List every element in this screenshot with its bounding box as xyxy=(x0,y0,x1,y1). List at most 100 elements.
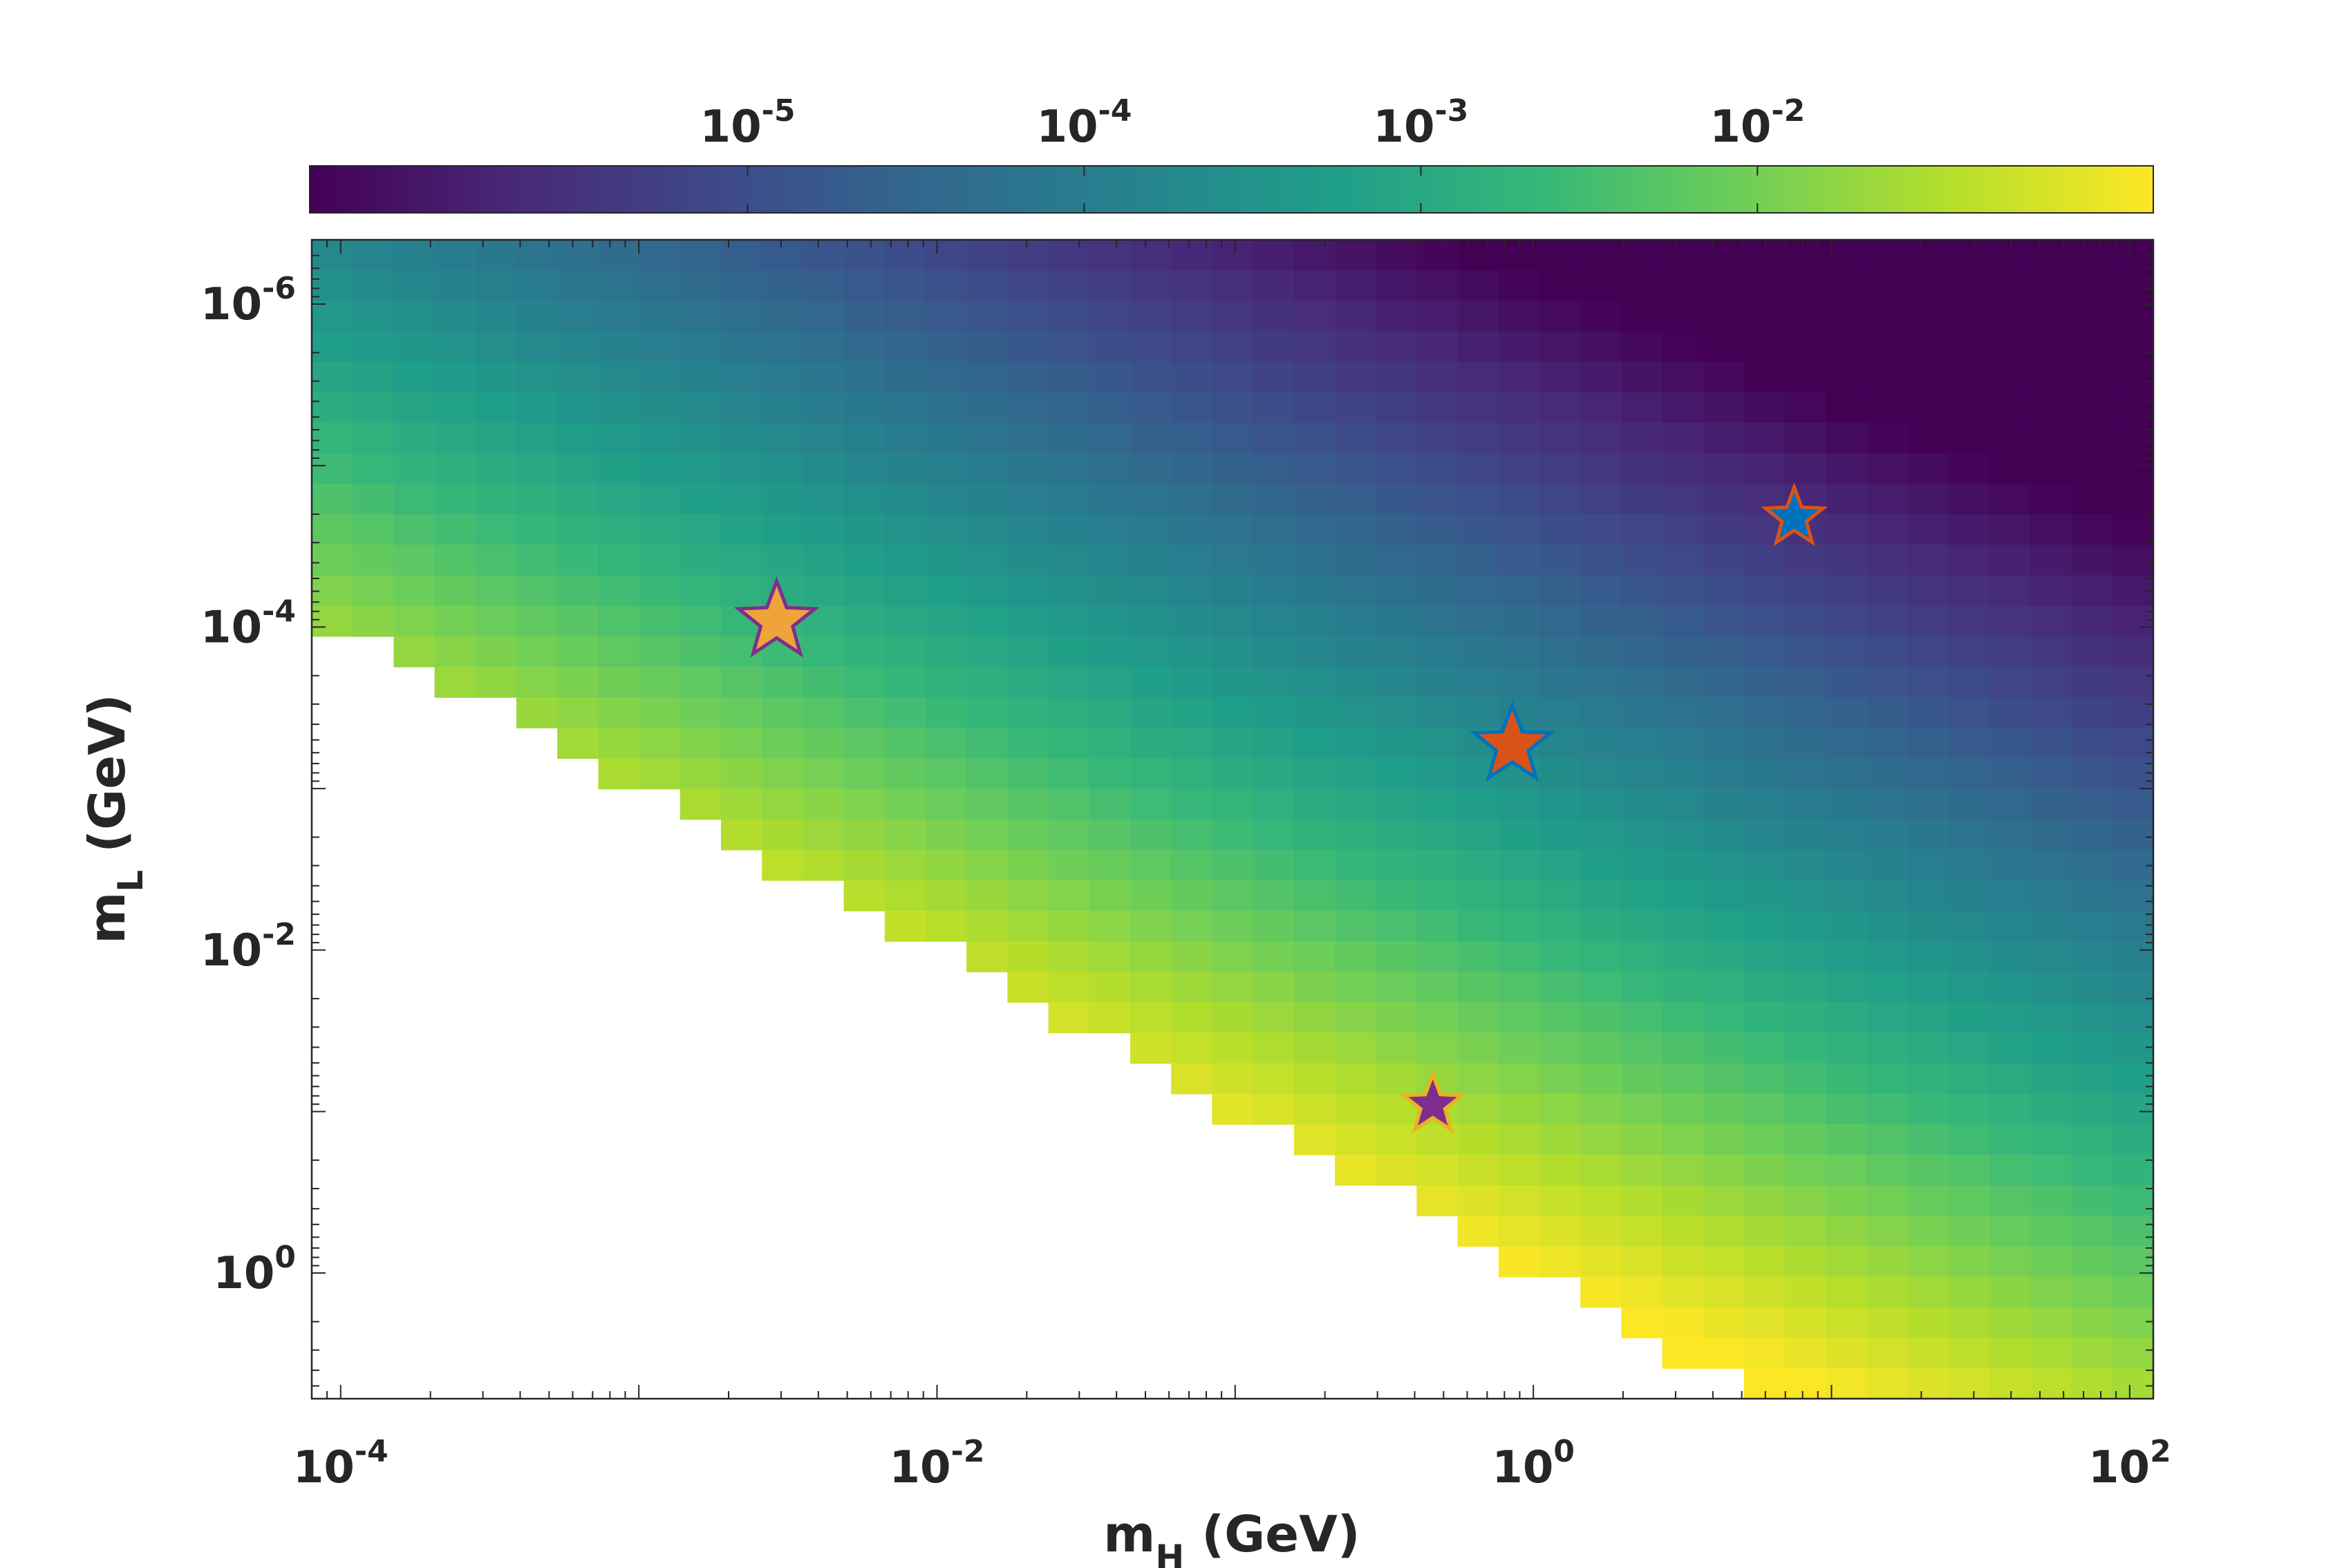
heatmap-cell xyxy=(1866,392,1909,424)
heatmap-cell xyxy=(1048,758,1090,790)
heatmap-cell xyxy=(1785,849,1827,881)
heatmap-cell xyxy=(1744,1032,1786,1064)
heatmap-cell xyxy=(1048,941,1090,972)
heatmap-cell xyxy=(926,331,967,363)
heatmap-cell xyxy=(1498,361,1540,393)
heatmap-cell xyxy=(1662,605,1704,637)
heatmap-cell xyxy=(1089,484,1131,515)
heatmap-cell xyxy=(1866,1063,1909,1095)
heatmap-cell xyxy=(475,392,517,424)
heatmap-cell xyxy=(1866,1368,1909,1399)
heatmap-cell xyxy=(2030,1063,2072,1095)
heatmap-cell xyxy=(1212,1032,1254,1064)
heatmap-cell xyxy=(1826,605,1868,637)
heatmap-cell xyxy=(2071,1185,2113,1217)
heatmap-cell xyxy=(475,301,517,332)
heatmap-cell xyxy=(884,270,926,302)
heatmap-cell xyxy=(803,758,845,790)
heatmap-cell xyxy=(1498,1093,1540,1125)
heatmap-cell xyxy=(1703,941,1745,972)
heatmap-cell xyxy=(353,545,395,576)
heatmap-cell xyxy=(516,605,558,637)
heatmap-cell xyxy=(966,819,1009,851)
heatmap-cell xyxy=(1580,605,1622,637)
heatmap-cell xyxy=(1089,972,1131,1003)
heatmap-cell xyxy=(1498,972,1540,1003)
colorbar-tick-label: 10-4 xyxy=(1036,93,1132,153)
heatmap-cell xyxy=(1826,1185,1868,1217)
heatmap-cell xyxy=(1293,331,1336,363)
heatmap-cell xyxy=(598,331,640,363)
heatmap-cell xyxy=(884,697,926,728)
heatmap-cell xyxy=(639,484,681,515)
heatmap-cell xyxy=(1907,1246,1949,1278)
heatmap-cell xyxy=(843,758,886,790)
heatmap-cell xyxy=(1866,788,1909,820)
heatmap-cell xyxy=(1949,697,1990,728)
heatmap-cell xyxy=(475,575,517,607)
heatmap-cell xyxy=(1785,910,1827,942)
heatmap-cell xyxy=(2112,484,2154,515)
heatmap-cell xyxy=(1253,331,1295,363)
heatmap-cell xyxy=(1949,819,1990,851)
heatmap-cell xyxy=(1989,270,2032,302)
heatmap-cell xyxy=(434,422,476,454)
heatmap-cell xyxy=(1866,514,1909,546)
heatmap-cell xyxy=(680,270,722,302)
heatmap-cell xyxy=(1498,819,1540,851)
heatmap-cell xyxy=(2112,1154,2154,1186)
heatmap-cell xyxy=(1539,819,1581,851)
heatmap-cell xyxy=(557,575,599,607)
heatmap-cell xyxy=(2112,666,2154,698)
heatmap-cell xyxy=(1457,331,1499,363)
heatmap-cell xyxy=(803,697,845,728)
heatmap-cell xyxy=(1539,331,1581,363)
heatmap-cell xyxy=(2112,728,2154,759)
heatmap-cell xyxy=(1703,849,1745,881)
heatmap-cell xyxy=(1866,1307,1909,1339)
heatmap-cell xyxy=(1949,453,1990,484)
heatmap-cell xyxy=(2071,1216,2113,1247)
heatmap-cell xyxy=(2112,941,2154,972)
heatmap-cell xyxy=(1580,758,1622,790)
heatmap-cell xyxy=(1662,728,1704,759)
heatmap-cell xyxy=(598,728,640,759)
heatmap-cell xyxy=(1744,1246,1786,1278)
heatmap-cell xyxy=(1621,1276,1663,1308)
heatmap-cell xyxy=(312,422,353,454)
heatmap-cell xyxy=(2071,545,2113,576)
heatmap-cell xyxy=(1293,880,1336,911)
heatmap-cell xyxy=(1785,1368,1827,1399)
heatmap-cell xyxy=(1048,514,1090,546)
heatmap-cell xyxy=(1089,910,1131,942)
heatmap-cell xyxy=(1989,545,2032,576)
heatmap-cell xyxy=(1498,514,1540,546)
heatmap-cell xyxy=(1826,361,1868,393)
heatmap-cell xyxy=(1826,788,1868,820)
heatmap-cell xyxy=(1866,270,1909,302)
heatmap-cell xyxy=(393,545,435,576)
heatmap-cell xyxy=(1703,422,1745,454)
heatmap-cell xyxy=(721,331,762,363)
heatmap-cell xyxy=(1089,453,1131,484)
heatmap-cell xyxy=(1907,1216,1949,1247)
heatmap-cell xyxy=(680,422,722,454)
heatmap-cell xyxy=(639,605,681,637)
heatmap-cell xyxy=(2030,1124,2072,1155)
heatmap-cell xyxy=(1580,1002,1622,1034)
heatmap-cell xyxy=(1785,1185,1827,1217)
heatmap-cell xyxy=(1007,758,1049,790)
heatmap-cell xyxy=(1744,728,1786,759)
heatmap-cell xyxy=(2030,1002,2072,1034)
heatmap-cell xyxy=(721,788,762,820)
heatmap-cell xyxy=(966,301,1009,332)
heatmap-cell xyxy=(884,910,926,942)
heatmap-cell xyxy=(1866,575,1909,607)
heatmap-cell xyxy=(1866,484,1909,515)
heatmap-cell xyxy=(762,666,804,698)
heatmap-cell xyxy=(803,636,845,668)
heatmap-cell xyxy=(1662,910,1704,942)
heatmap-cell xyxy=(1907,1368,1949,1399)
axes-frame xyxy=(310,238,2155,1400)
heatmap-cell xyxy=(1539,910,1581,942)
